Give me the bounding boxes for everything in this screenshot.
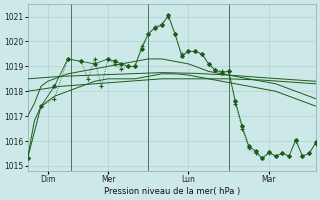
X-axis label: Pression niveau de la mer( hPa ): Pression niveau de la mer( hPa ) [104,187,240,196]
